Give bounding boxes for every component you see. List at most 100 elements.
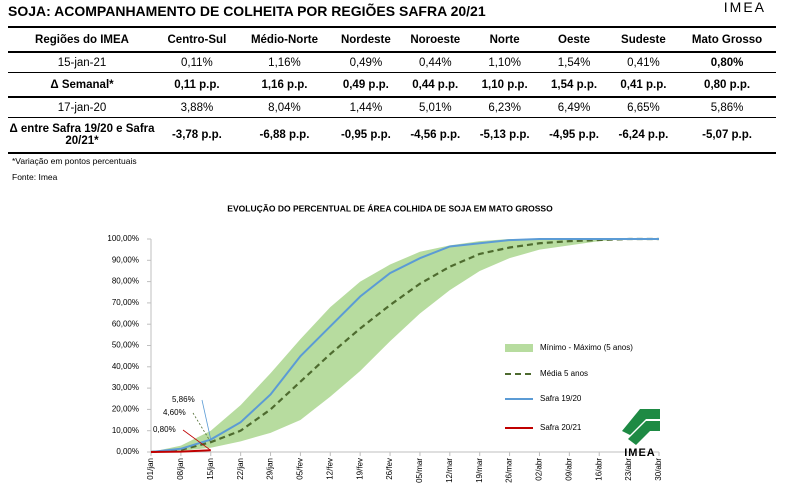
header-row: Regiões do IMEA Centro-Sul Médio-Norte Nord… [8,26,776,53]
x-tick-label: 08/jan [176,458,185,480]
series-line [150,449,211,453]
table-row: Δ Semanal* 0,11 p.p. 1,16 p.p. 0,49 p.p. 0,4… [8,72,776,98]
x-tick-label: 19/mar [475,458,484,483]
table-cell: Δ entre Safra 19/20 e Safra 20/21* [8,117,156,154]
chart-logo: IMEA [624,447,656,459]
leader-line [192,412,212,443]
table-cell: 0,49% [331,52,401,73]
page-title: SOJA: ACOMPANHAMENTO DE COLHEITA POR REG… [8,3,486,19]
x-tick-label: 29/jan [266,458,275,480]
column-header: Médio-Norte [237,26,332,53]
x-tick-label: 02/abr [535,458,544,481]
x-tick-label: 09/abr [564,458,573,481]
table-cell: 1,16 p.p. [237,72,332,98]
table-cell: 1,44% [331,97,401,118]
table-cell: 0,41% [608,52,679,73]
table-cell: -4,95 p.p. [539,117,609,154]
table-cell: 1,10% [469,52,540,73]
table-cell: 5,86% [678,97,776,118]
table-cell: -3,78 p.p. [156,117,238,154]
table-cell: 8,04% [237,97,332,118]
data-label: 4,60% [163,408,186,417]
table-cell: 0,44% [400,52,470,73]
table-cell: -6,24 p.p. [608,117,679,154]
legend-label: Mínimo - Máximo (5 anos) [540,343,633,352]
series-line [150,238,659,453]
column-header: Sudeste [608,26,679,53]
min-max-band [151,239,659,452]
x-tick-label: 16/abr [594,458,603,481]
table-row: 15-jan-21 0,11% 1,16% 0,49% 0,44% 1,10% 1,54% 0… [8,52,776,73]
table-cell: Δ Semanal* [8,72,156,98]
table-cell: 0,11 p.p. [156,72,238,98]
y-tick-label: 40,00% [112,362,139,371]
table-cell: 0,44 p.p. [400,72,470,98]
y-tick-label: 70,00% [112,298,139,307]
column-header: Norte [469,26,540,53]
y-tick-label: 10,00% [112,426,139,435]
table-cell: 0,41 p.p. [608,72,679,98]
legend-label: Média 5 anos [540,369,588,378]
table-row: Δ entre Safra 19/20 e Safra 20/21* -3,78 … [8,117,776,154]
data-label: 0,80% [153,425,176,434]
table-cell: 1,54% [539,52,609,73]
chart-title: EVOLUÇÃO DO PERCENTUAL DE ÁREA COLHIDA D… [227,203,553,213]
table-row: 17-jan-20 3,88% 8,04% 1,44% 5,01% 6,23% 6,49% 6… [8,97,776,118]
table-cell: 6,65% [608,97,679,118]
table-cell: 0,11% [156,52,238,73]
column-header: Regiões do IMEA [8,26,156,53]
table-cell: 0,80% [678,52,776,73]
x-tick-label: 15/jan [206,458,215,480]
table-cell: 6,49% [539,97,609,118]
table-cell: 0,49 p.p. [331,72,401,98]
x-tick-label: 01/jan [146,458,155,480]
y-tick-label: 60,00% [112,319,139,328]
y-tick-label: 50,00% [112,341,139,350]
y-tick-label: 100,00% [107,234,139,243]
x-tick-label: 26/fev [385,458,394,480]
leader-line [182,429,212,451]
table-cell: 6,23% [469,97,540,118]
table-cell: 1,16% [237,52,332,73]
footnote: Fonte: Imea [12,172,58,182]
y-tick-label: 90,00% [112,255,139,264]
table-cell: 0,80 p.p. [678,72,776,98]
legend-label: Safra 20/21 [540,423,582,432]
legend-label: Safra 19/20 [540,394,582,403]
x-tick-label: 12/fev [325,458,334,480]
table-cell: -0,95 p.p. [331,117,401,154]
x-tick-label: 05/mar [415,458,424,483]
column-header: Nordeste [331,26,401,53]
table-cell: -4,56 p.p. [400,117,470,154]
x-tick-label: 30/abr [654,458,663,481]
harvest-table: Regiões do IMEA Centro-Sul Médio-Norte Nord… [8,26,776,154]
y-tick-label: 20,00% [112,405,139,414]
x-tick-label: 22/jan [236,458,245,480]
column-header: Centro-Sul [156,26,238,53]
table-cell: 1,54 p.p. [539,72,609,98]
data-label: 5,86% [172,395,195,404]
legend-swatch [505,344,533,352]
footnote: *Variação em pontos percentuais [12,156,137,166]
table-cell: 17-jan-20 [8,97,156,118]
y-tick-label: 80,00% [112,277,139,286]
table-cell: 5,01% [400,97,470,118]
x-tick-label: 19/fev [355,458,364,480]
table-cell: 1,10 p.p. [469,72,540,98]
column-header: Mato Grosso [678,26,776,53]
x-tick-label: 12/mar [445,458,454,483]
table-cell: -6,88 p.p. [237,117,332,154]
x-tick-label: 23/abr [624,458,633,481]
y-tick-label: 0,00% [116,447,139,456]
logo-mark [622,409,660,445]
table-cell: 15-jan-21 [8,52,156,73]
logo: IMEA [723,0,766,15]
table-cell: -5,13 p.p. [469,117,540,154]
y-tick-label: 30,00% [112,383,139,392]
x-tick-label: 26/mar [505,458,514,483]
table-cell: -5,07 p.p. [678,117,776,154]
leader-line [201,399,212,440]
table-cell: 3,88% [156,97,238,118]
chart: EVOLUÇÃO DO PERCENTUAL DE ÁREA COLHIDA D… [107,203,663,483]
